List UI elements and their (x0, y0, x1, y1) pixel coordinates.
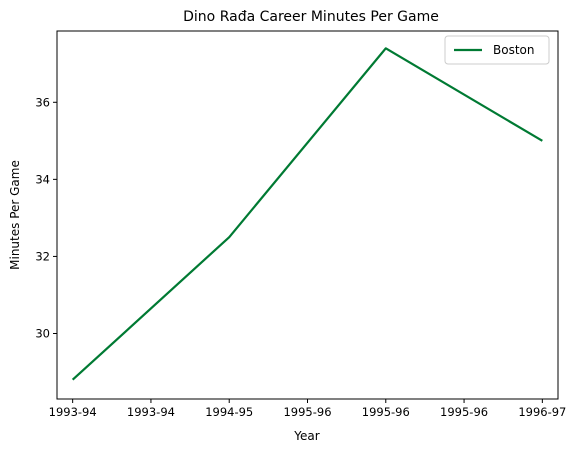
legend-box (444, 35, 550, 65)
x-axis-label: Year (293, 429, 319, 443)
y-axis-label: Minutes Per Game (8, 160, 22, 270)
plot-frame (56, 30, 559, 400)
chart-title: Dino Rađa Career Minutes Per Game (183, 9, 439, 25)
y-tick-label: 36 (35, 95, 50, 109)
x-axis: 1993-94 1993-94 1994-95 1995-96 1995-96 1995-… (49, 399, 566, 419)
x-tick-label: 1993-94 (127, 405, 175, 419)
x-tick-label: 1995-96 (283, 405, 331, 419)
y-tick-label: 32 (35, 249, 50, 263)
y-tick-label: 34 (35, 172, 50, 186)
series-line-boston (71, 47, 543, 381)
x-tick-label: 1994-95 (205, 405, 253, 419)
legend: Boston (444, 35, 550, 65)
x-tick-label: 1995-96 (362, 405, 410, 419)
y-axis: 30 32 34 36 (35, 95, 57, 340)
x-tick-label: 1996-97 (518, 405, 566, 419)
series-layer (71, 47, 543, 381)
y-tick-label: 30 (35, 326, 50, 340)
x-tick-label: 1995-96 (440, 405, 488, 419)
legend-label-boston: Boston (493, 43, 534, 57)
x-tick-label: 1993-94 (49, 405, 97, 419)
